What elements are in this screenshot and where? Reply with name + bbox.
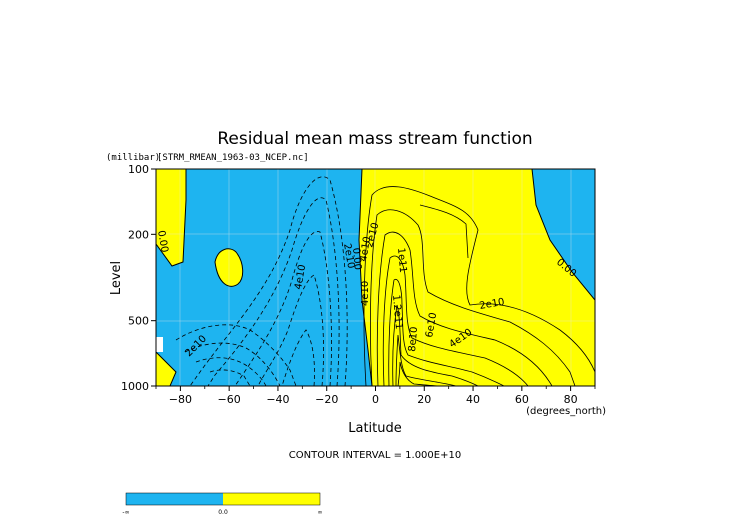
colorbar-negative <box>126 493 223 505</box>
positive-region-sh-polar <box>156 169 186 266</box>
dataset-label: [STRM_RMEAN_1963-03_NCEP.nc] <box>157 153 309 163</box>
plot-area: 0.00 2e10 4e10 2e10 4e10 0.00 2e10 4e10 … <box>155 169 595 386</box>
colorbar-label-max: ∞ <box>318 509 323 516</box>
positive-region-sh-surface <box>156 352 176 386</box>
colorbar: -∞ 0.0 ∞ <box>122 492 323 516</box>
colorbar-label-zero: 0.0 <box>218 509 228 516</box>
colorbar-positive <box>223 493 320 505</box>
y-tick-label: 200 <box>128 228 149 241</box>
x-tick-label: 40 <box>466 393 480 406</box>
zero-contours <box>156 169 595 386</box>
grid-lines <box>156 169 595 386</box>
chart-title: Residual mean mass stream function <box>217 129 532 149</box>
x-tick-label: −80 <box>169 393 192 406</box>
contour-interval-text: CONTOUR INTERVAL = 1.000E+10 <box>289 450 461 461</box>
y-axis: 100 200 500 1000 <box>121 163 156 393</box>
contour-label: 8e10 <box>407 326 420 352</box>
x-tick-label: −20 <box>315 393 338 406</box>
x-tick-label: 60 <box>515 393 529 406</box>
contour-label: 4e10 <box>360 281 371 306</box>
contour-label: 1e11 <box>395 247 408 273</box>
contour-label: 4e10 <box>358 236 373 263</box>
positive-contours <box>363 186 595 386</box>
contour-label: 0.00 <box>155 230 170 254</box>
y-tick-label: 1000 <box>121 380 149 393</box>
x-tick-label: −60 <box>218 393 241 406</box>
contour-label: 0.00 <box>350 247 363 270</box>
y-tick-label: 500 <box>128 315 149 328</box>
contour-label: 1.2e11 <box>390 294 404 330</box>
positive-region-tropics <box>359 169 595 386</box>
x-tick-label: 20 <box>417 393 431 406</box>
x-axis-label: Latitude <box>348 421 402 436</box>
colorbar-label-min: -∞ <box>122 509 129 516</box>
contour-label: 2e10 <box>341 243 356 270</box>
y-units-label: (millibar) <box>106 153 160 163</box>
x-axis: −80 −60 −40 −20 0 20 40 60 80 <box>155 386 596 406</box>
contour-label: 2e10 <box>479 297 506 312</box>
x-units-label: (degrees_north) <box>526 406 606 417</box>
y-tick-label: 100 <box>128 163 149 176</box>
y-axis-label: Level <box>109 261 124 295</box>
x-tick-label: −40 <box>266 393 289 406</box>
x-tick-label: 80 <box>564 393 578 406</box>
white-gap <box>156 337 163 352</box>
contour-label: 6e10 <box>424 312 439 339</box>
negative-contours <box>175 176 348 386</box>
x-tick-label: 0 <box>372 393 379 406</box>
contour-label: 4e10 <box>293 264 308 291</box>
